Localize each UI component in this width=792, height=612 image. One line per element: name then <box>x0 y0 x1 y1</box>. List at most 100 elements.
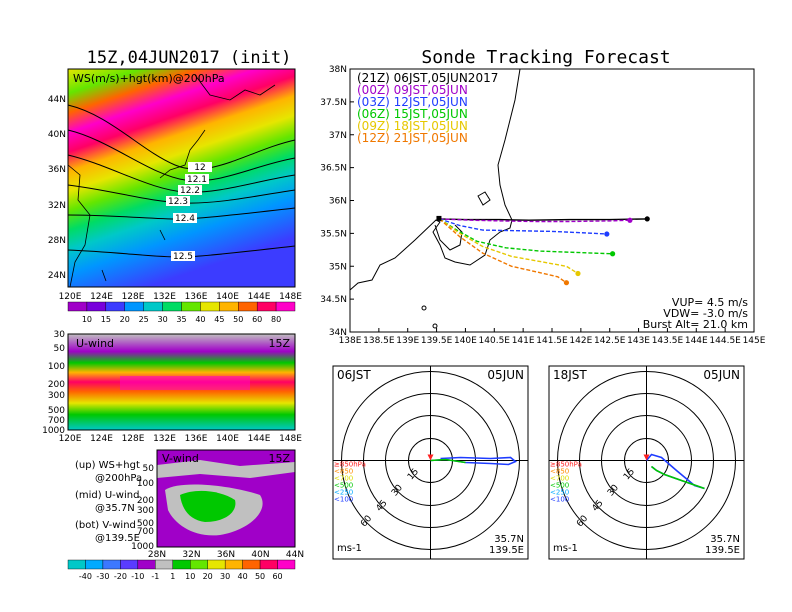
ws-lon-tick: 128E <box>122 292 145 302</box>
bottom-colorbar-tick: 20 <box>203 572 213 581</box>
u-y-tick: 300 <box>48 391 65 401</box>
bottom-colorbar-swatch <box>155 559 173 570</box>
legend-note-line1: (up) WS+hgt <box>75 460 140 471</box>
v-y-tick: 300 <box>137 506 154 516</box>
track-end-point <box>610 251 616 257</box>
ws-colorbar-swatch <box>105 301 125 312</box>
hodograph-time: 06JST <box>337 368 371 382</box>
bottom-colorbar-swatch <box>190 559 208 570</box>
ws-lat-tick: 36N <box>48 165 66 175</box>
track-lon-tick: 138E <box>339 336 362 346</box>
ws-lat-tick: 28N <box>48 236 66 246</box>
track-lon-tick: 140E <box>454 336 477 346</box>
u-x-tick: 140E <box>216 434 239 444</box>
u-x-tick: 136E <box>185 434 208 444</box>
track-line <box>439 218 607 235</box>
ws-colorbar-tick: 35 <box>176 315 186 324</box>
ws-lon-tick: 120E <box>59 292 82 302</box>
v-y-tick: 700 <box>137 527 154 537</box>
ws-colorbar-swatch <box>275 301 296 312</box>
hodograph-level-label: <100 <box>550 496 569 504</box>
v-x-tick: 36N <box>217 550 235 560</box>
track-lon-tick: 145E <box>743 336 766 346</box>
track-lon-tick: 143.5E <box>652 336 684 346</box>
track-line <box>439 218 613 255</box>
track-legend-entry: (06Z) 15JST,05JUN <box>357 107 468 121</box>
track-end-point <box>644 216 650 222</box>
contour-label-text: 12.5 <box>173 252 193 262</box>
u-x-tick: 144E <box>248 434 271 444</box>
track-legend-entry: (12Z) 21JST,05JUN <box>357 131 468 145</box>
track-lat-tick: 37.5N <box>320 98 347 108</box>
ws-lon-tick: 136E <box>185 292 208 302</box>
track-legend-entry: (09Z) 18JST,05JUN <box>357 119 468 133</box>
ws-colorbar-tick: 10 <box>82 315 92 324</box>
bottom-colorbar-tick: -30 <box>96 572 109 581</box>
ws-lon-tick: 124E <box>90 292 113 302</box>
hodograph-lon: 139.5E <box>705 545 740 556</box>
track-end-point <box>604 231 610 237</box>
bottom-colorbar-swatch <box>259 559 278 570</box>
track-legend-entry: (00Z) 09JST,05JUN <box>357 83 468 97</box>
track-end-point <box>627 217 633 223</box>
ws-colorbar-tick: 20 <box>120 315 130 324</box>
v-y-tick: 1000 <box>131 542 154 552</box>
contour-label-bg <box>185 174 209 184</box>
ws-colorbar-tick: 15 <box>101 315 111 324</box>
track-end-point <box>575 270 581 277</box>
track-line <box>439 218 630 223</box>
track-end-point <box>563 280 570 286</box>
left-panel-title: 15Z,04JUN2017 (init) <box>87 48 292 68</box>
u-y-tick: 1000 <box>42 426 65 436</box>
track-param: VUP= 4.5 m/s <box>672 296 748 309</box>
v-x-tick: 40N <box>251 550 269 560</box>
track-lat-tick: 36.5N <box>320 164 347 174</box>
u-x-tick: 128E <box>122 434 145 444</box>
u-y-tick: 500 <box>48 406 65 416</box>
contour-label: 12.2 <box>178 185 202 196</box>
v-wind-time: 15Z <box>268 452 290 465</box>
tracking-panel: 34N 34.5N 35N 35.5N 36N 36.5N 37N 37.5N 38N 138E… <box>320 65 766 346</box>
track-param: VDW= -3.0 m/s <box>663 307 748 320</box>
track-lon-tick: 144.5E <box>709 336 741 346</box>
hodograph-level-label: <250 <box>550 489 569 497</box>
track-lat-tick: 38N <box>329 65 347 75</box>
bottom-colorbar-tick: 60 <box>272 572 282 581</box>
hodograph-level-label: ≥850hPa <box>334 461 366 469</box>
contour-label: 12 <box>188 162 212 173</box>
ws-colorbar-tick: 40 <box>195 315 205 324</box>
bottom-colorbar-swatch <box>224 559 243 570</box>
contour-label-bg <box>188 162 212 172</box>
bottom-colorbar-swatch <box>102 559 121 570</box>
track-lat-tick: 34N <box>329 328 347 338</box>
u-y-tick: 50 <box>54 344 66 354</box>
hodograph-lat: 35.7N <box>494 534 524 545</box>
hodograph-surface-marker <box>427 454 434 461</box>
ws-lat-tick: 40N <box>48 130 66 140</box>
ws-map-label: WS(m/s)+hgt(km)@200hPa <box>73 72 225 85</box>
bottom-colorbar-tick: -20 <box>114 572 127 581</box>
hodograph-level-label: <250 <box>334 489 353 497</box>
hodograph-unit: ms-1 <box>553 543 578 554</box>
hodograph-level-label: <850 <box>334 468 353 476</box>
bottom-colorbar-tick: -1 <box>151 572 159 581</box>
ws-colorbar-tick: 60 <box>252 315 262 324</box>
v-y-tick: 100 <box>137 479 154 489</box>
bottom-colorbar-tick: 10 <box>185 572 195 581</box>
hodograph-lat: 35.7N <box>710 534 740 545</box>
contour-label: 12.1 <box>185 174 209 185</box>
contour-label-bg <box>173 213 197 223</box>
hodograph-date: 05JUN <box>487 368 524 382</box>
hodograph-date: 05JUN <box>703 368 740 382</box>
u-x-tick: 132E <box>153 434 176 444</box>
hodograph-lon: 139.5E <box>489 545 524 556</box>
u-wind-time: 15Z <box>268 337 290 350</box>
bottom-colorbar-swatch <box>207 559 226 570</box>
track-param: Burst Alt= 21.0 km <box>643 318 748 331</box>
v-y-tick: 50 <box>143 464 155 474</box>
track-panel-title: Sonde Tracking Forecast <box>421 47 670 68</box>
track-lon-tick: 141.5E <box>536 336 568 346</box>
bottom-colorbar-tick: 50 <box>255 572 265 581</box>
